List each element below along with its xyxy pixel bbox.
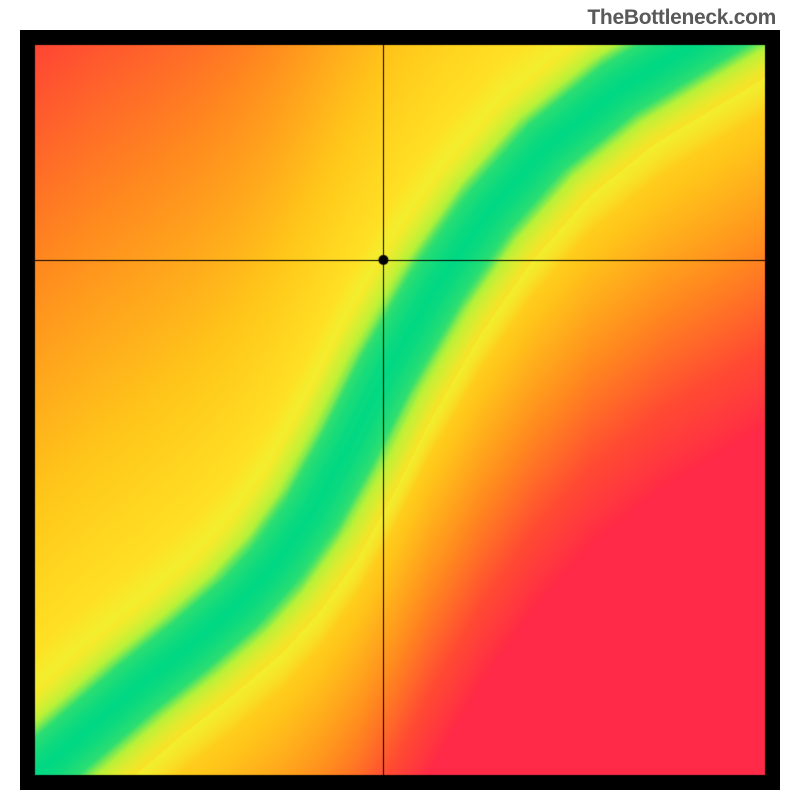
bottleneck-heatmap: [20, 30, 780, 790]
page-container: TheBottleneck.com: [0, 0, 800, 800]
bottleneck-heatmap-frame: [20, 30, 780, 790]
watermark-text: TheBottleneck.com: [587, 6, 776, 30]
